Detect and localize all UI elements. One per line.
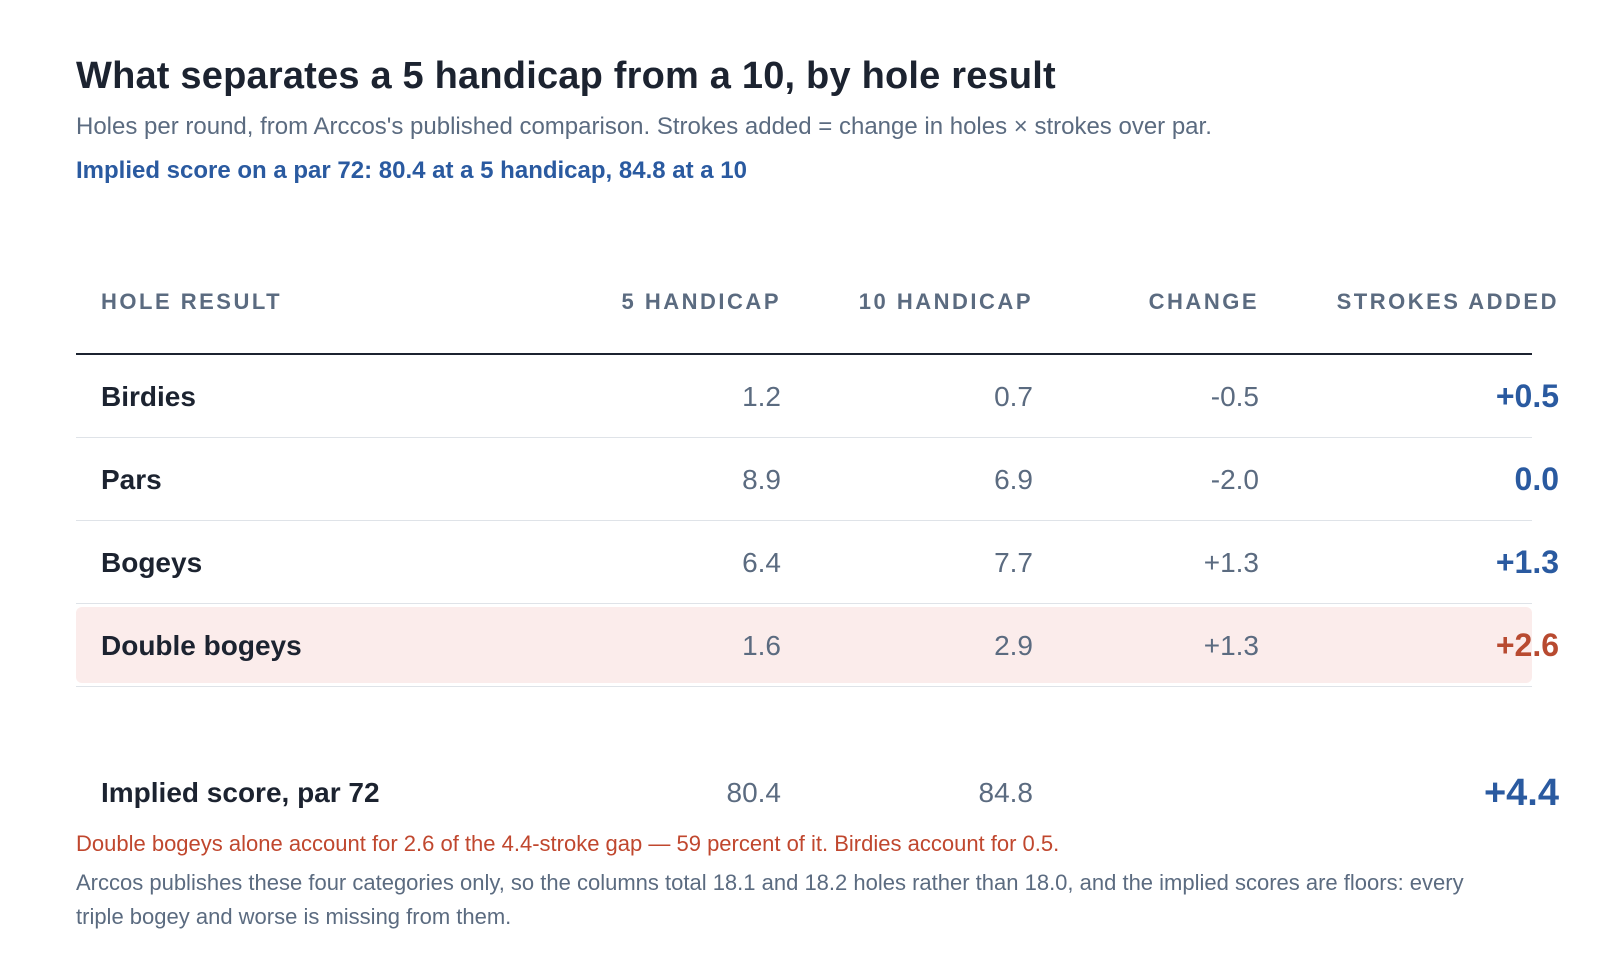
header-strokes-added: STROKES ADDED	[1336, 289, 1559, 314]
highlight-note: Double bogeys alone account for 2.6 of t…	[76, 831, 1060, 856]
row-5-handicap: 6.4	[742, 547, 781, 578]
total-strokes-added: +4.4	[1483, 772, 1559, 814]
highlight-background	[76, 607, 1532, 683]
header-change: CHANGE	[1148, 289, 1259, 314]
row-10-handicap: 6.9	[994, 464, 1033, 495]
header-10-handicap: 10 HANDICAP	[858, 289, 1033, 314]
row-change: +1.3	[1203, 547, 1259, 578]
row-label: Bogeys	[101, 547, 203, 578]
row-10-handicap: 7.7	[994, 547, 1033, 578]
total-10-handicap: 84.8	[978, 777, 1034, 808]
total-row: Implied score, par 72 80.4 84.8 +4.4	[76, 748, 1559, 838]
row-5-handicap: 1.2	[742, 381, 781, 412]
row-label: Birdies	[101, 381, 196, 412]
row-5-handicap: 1.6	[742, 630, 781, 661]
row-change: +1.3	[1203, 630, 1259, 661]
table-header-row: HOLE RESULT 5 HANDICAP 10 HANDICAP CHANG…	[76, 248, 1557, 355]
row-strokes-added: +2.6	[1495, 627, 1559, 663]
content: What separates a 5 handicap from a 10, b…	[76, 48, 1559, 929]
row-10-handicap: 0.7	[994, 381, 1033, 412]
footer-note: Arccos publishes these four categories o…	[76, 870, 1464, 929]
page-title: What separates a 5 handicap from a 10, b…	[76, 55, 1056, 97]
table-row: Birdies 1.2 0.7 -0.5 +0.5	[76, 355, 1559, 438]
table-row-highlighted: Double bogeys 1.6 2.9 +1.3 +2.6	[76, 604, 1559, 687]
results-table: HOLE RESULT 5 HANDICAP 10 HANDICAP CHANG…	[76, 248, 1559, 687]
table-row: Bogeys 6.4 7.7 +1.3 +1.3	[76, 521, 1559, 604]
row-strokes-added: +1.3	[1495, 544, 1559, 580]
total-5-handicap: 80.4	[726, 777, 782, 808]
row-strokes-added: +0.5	[1495, 378, 1559, 414]
row-label: Double bogeys	[101, 630, 302, 661]
row-10-handicap: 2.9	[994, 630, 1033, 661]
row-change: -2.0	[1210, 464, 1259, 495]
row-change: -0.5	[1210, 381, 1259, 412]
total-label: Implied score, par 72	[101, 777, 380, 808]
page-subtitle: Holes per round, from Arccos's published…	[76, 113, 1212, 140]
implied-score-line: Implied score on a par 72: 80.4 at a 5 h…	[76, 157, 747, 184]
header-hole-result: HOLE RESULT	[101, 289, 283, 314]
row-strokes-added: 0.0	[1514, 461, 1559, 497]
row-label: Pars	[101, 464, 162, 495]
header-5-handicap: 5 HANDICAP	[621, 289, 781, 314]
row-5-handicap: 8.9	[742, 464, 781, 495]
table-row: Pars 8.9 6.9 -2.0 0.0	[76, 438, 1559, 521]
